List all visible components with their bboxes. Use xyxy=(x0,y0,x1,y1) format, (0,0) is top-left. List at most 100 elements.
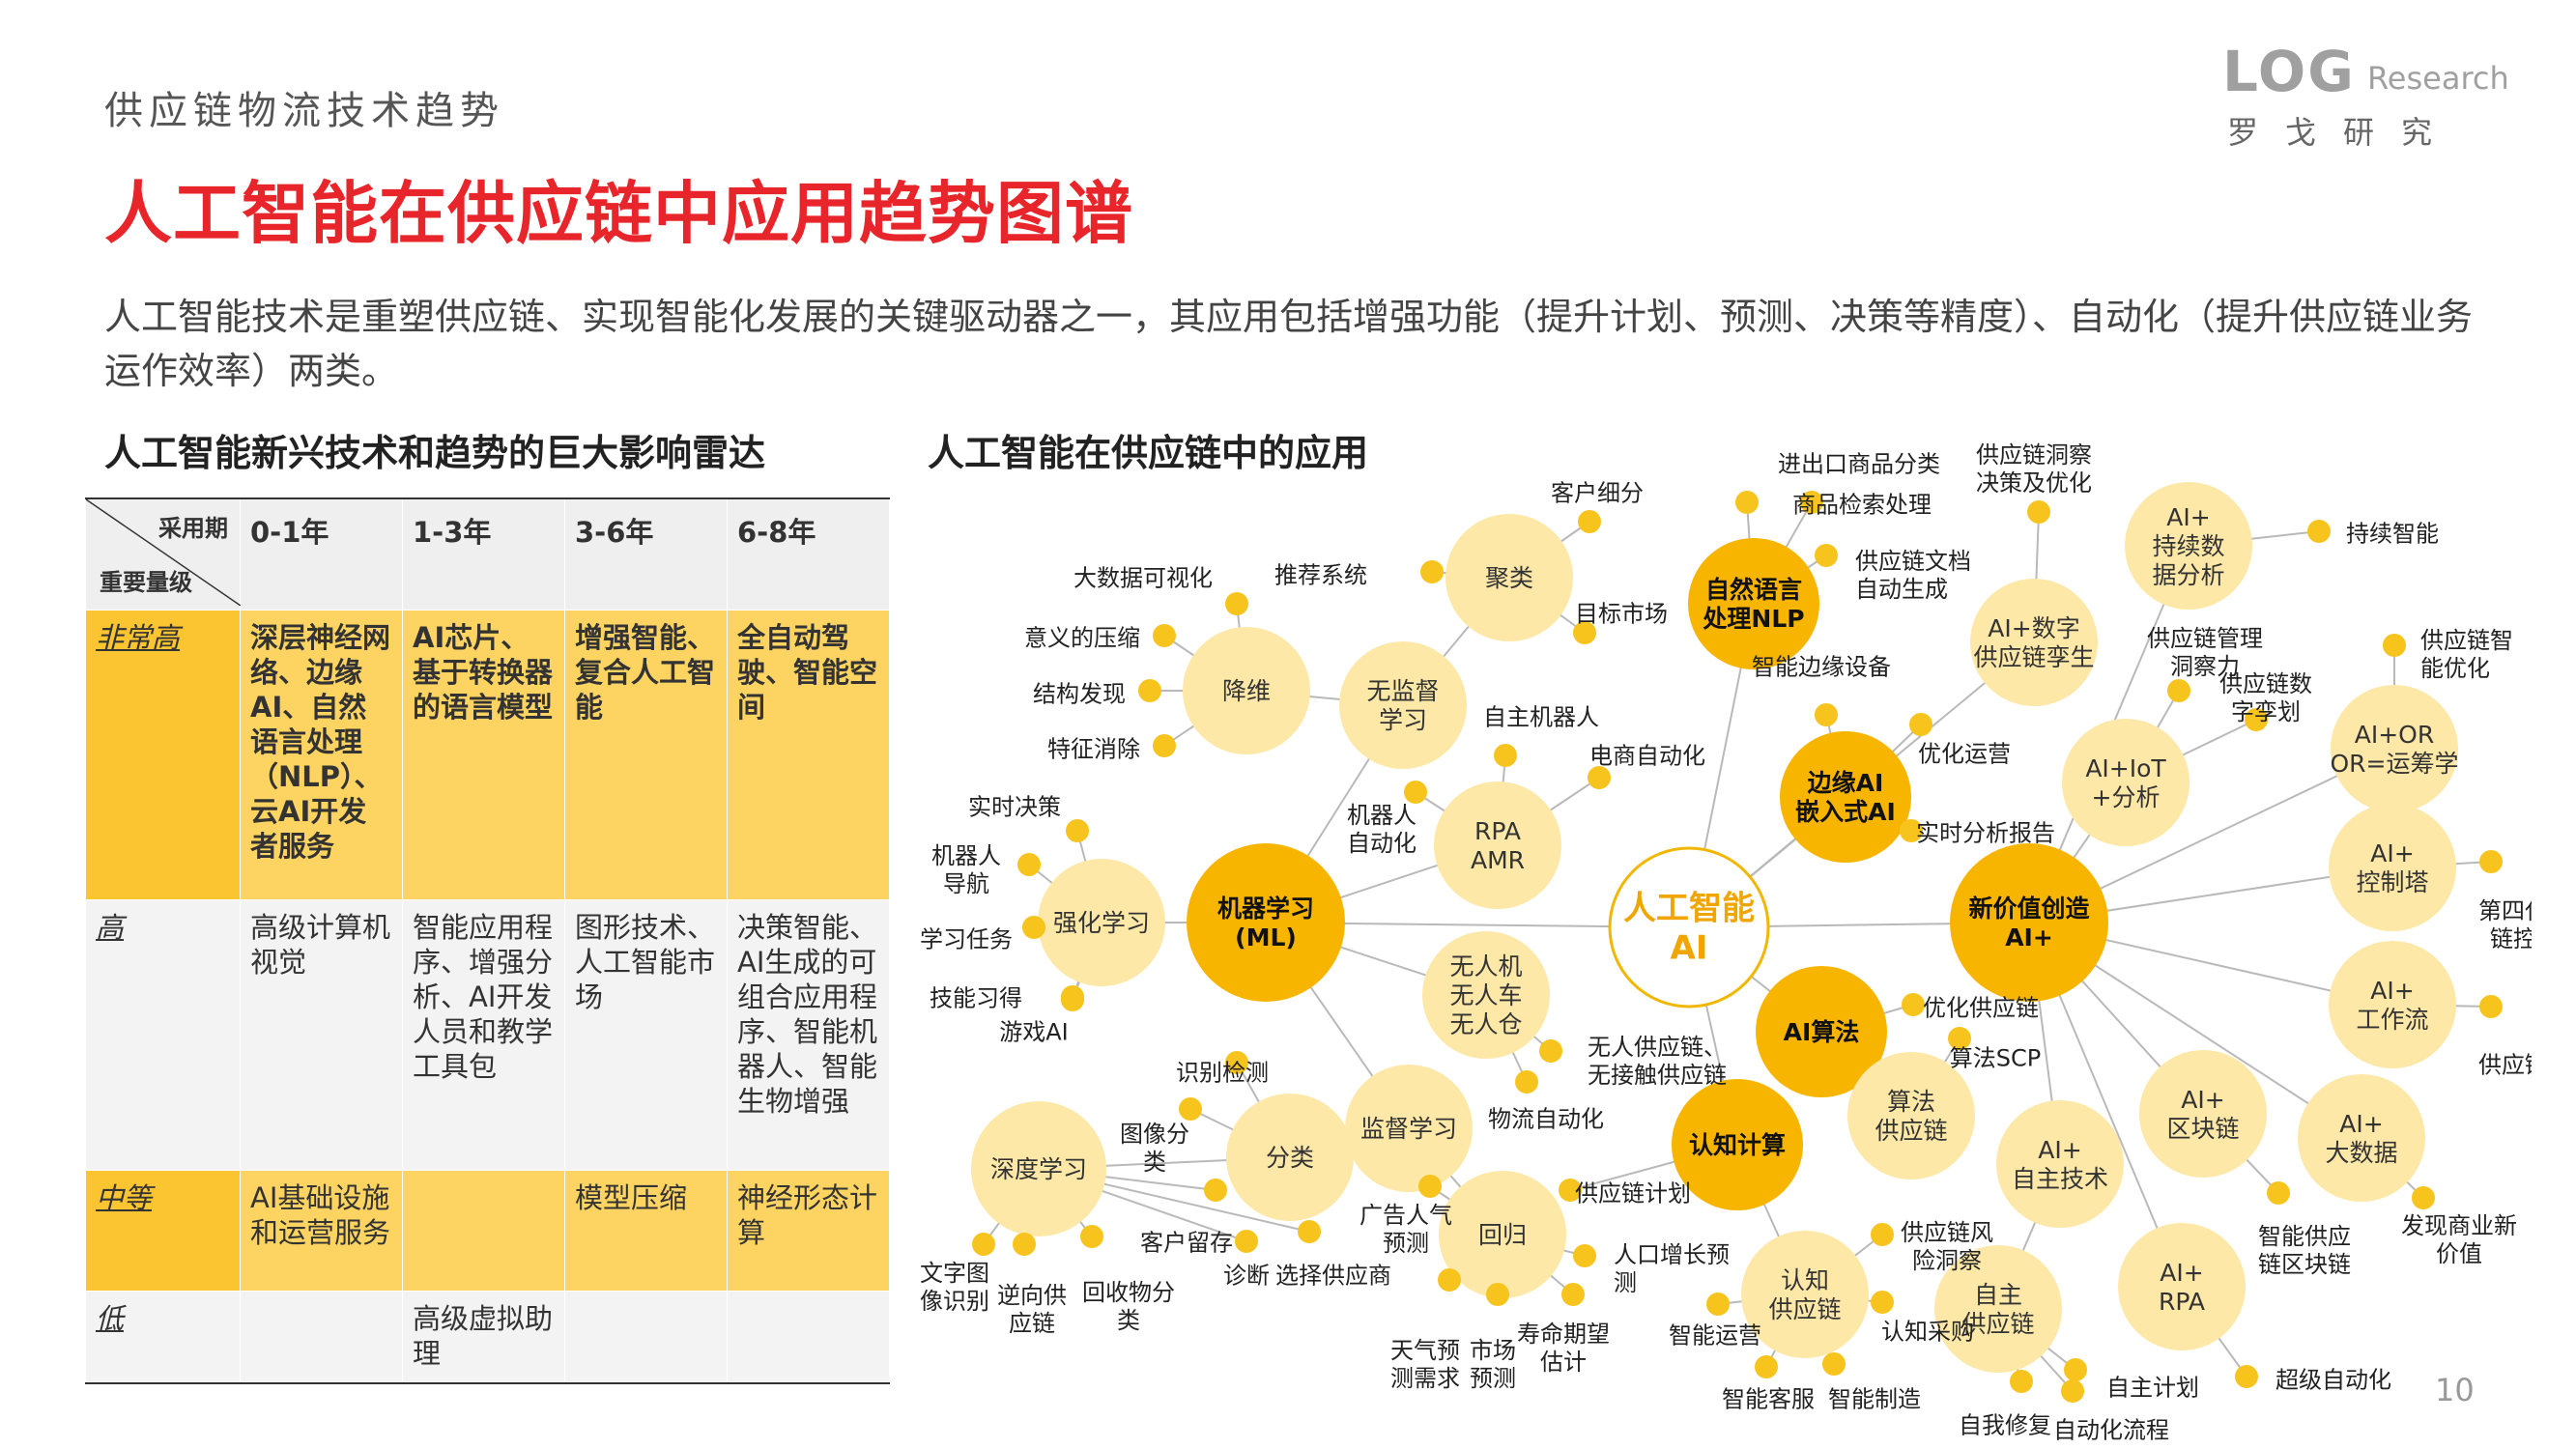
leaf-label: 商品检索处理 xyxy=(1792,491,1932,518)
page-number: 10 xyxy=(2435,1372,2475,1408)
sub-node-label: 聚类 xyxy=(1485,564,1533,592)
leaf-label: 推荐系统 xyxy=(1274,561,1367,588)
leaf-dot xyxy=(1573,621,1596,644)
table-col-header: 0-1年 xyxy=(240,497,403,611)
leaf-dot xyxy=(2235,1365,2258,1388)
leaf-dot xyxy=(1559,1179,1582,1202)
leaf-dot xyxy=(1871,1223,1894,1246)
table-cell: 增强智能、复合人工智能 xyxy=(564,610,728,900)
mindmap-diagram: 人工智能 AI 机器学习(ML) 新价值创造 AI+ 自然语言处理NLP 边缘AI 嵌入式AI… xyxy=(920,441,2532,1443)
leaf-label: 第四代供应链控制塔 xyxy=(2478,897,2532,952)
leaf-dot xyxy=(1138,679,1161,702)
leaf-dot xyxy=(1573,1244,1596,1267)
sub-node xyxy=(1434,781,1561,909)
leaf-dot xyxy=(1735,491,1759,514)
leaf-label: 寿命期望估计 xyxy=(1517,1321,1610,1376)
leaf-dot xyxy=(2061,1379,2084,1403)
leaf-dot xyxy=(1486,1283,1509,1306)
level-cell: 非常高 xyxy=(85,610,241,900)
leaf-dot xyxy=(1153,734,1176,757)
corner-adoption-label: 采用期 xyxy=(158,515,228,542)
center-node-label: 人工智能 AI xyxy=(1623,890,1755,968)
hub-node-label: AI算法 xyxy=(1784,1018,1860,1046)
leaf-label: 技能习得 xyxy=(930,984,1022,1011)
leaf-label: 逆向供应链 xyxy=(997,1282,1067,1337)
table-cell xyxy=(402,1170,565,1292)
sub-node xyxy=(1226,1094,1354,1221)
table-cell: 模型压缩 xyxy=(564,1170,728,1292)
leaf-dot xyxy=(2167,679,2190,702)
radar-table: 采用期 重要量级 0-1年 1-3年 3-6年 6-8年 非常高 深层神经网络、… xyxy=(85,497,890,1384)
leaf-dot xyxy=(1153,624,1176,647)
leaf-dot xyxy=(1539,1039,1562,1063)
hub-node-label: 认知计算 xyxy=(1689,1131,1786,1159)
sub-node-label: AI+区块链 xyxy=(2166,1086,2239,1143)
leaf-dot xyxy=(1578,510,1601,533)
logo-word: LOG xyxy=(2222,39,2356,104)
sub-node xyxy=(2329,941,2456,1068)
leaf-label: 智能客服 xyxy=(1722,1385,1815,1412)
leaf-label: 图像分类 xyxy=(1120,1121,1189,1176)
sub-node-label: AI+工作流 xyxy=(2356,977,2428,1034)
sub-node xyxy=(1439,1171,1566,1298)
hub-node xyxy=(1780,731,1911,863)
leaf-dot xyxy=(1815,703,1838,726)
leaf-label: 进出口商品分类 xyxy=(1778,450,1940,477)
leaf-label: 发现商业新价值 xyxy=(2401,1212,2517,1267)
table-col-header: 6-8年 xyxy=(727,497,890,611)
sub-node xyxy=(1996,1100,2124,1228)
hub-node xyxy=(1950,843,2108,1002)
leaf-label: 优化供应链 xyxy=(1923,994,2039,1021)
hub-node xyxy=(1672,1079,1803,1210)
leaf-dot xyxy=(1418,1175,1442,1198)
leaf-label: 物流自动化 xyxy=(1488,1105,1604,1132)
table-cell: 深层神经网络、边缘AI、自然语言处理（NLP）、云AI开发者服务 xyxy=(240,610,403,900)
leaf-label: 特征消除 xyxy=(1047,735,1140,762)
sub-node-label: AI+大数据 xyxy=(2325,1110,2397,1167)
leaf-label: 无人供应链、无接触供应链 xyxy=(1588,1034,1727,1089)
leaf-dot xyxy=(1909,713,1932,736)
leaf-dot xyxy=(1179,1097,1202,1121)
sub-node-label: AI+IoT +分析 xyxy=(2085,754,2166,811)
leaf-dot xyxy=(1800,491,1823,514)
center-node xyxy=(1608,846,1770,1009)
leaf-dot xyxy=(1588,766,1611,789)
leaf-label: 算法SCP xyxy=(1950,1044,2041,1071)
leaf-label: 智能运营 xyxy=(1669,1321,1761,1349)
table-row: 中等 AI基础设施和运营服务 模型压缩 神经形态计算 xyxy=(85,1170,890,1292)
leaf-label: 学习任务 xyxy=(920,925,1013,952)
sub-node-label: 认知供应链 xyxy=(1768,1266,1841,1323)
sub-node xyxy=(1445,514,1573,641)
leaf-label: 供应链文档自动生成 xyxy=(1855,548,1971,603)
leaf-dot xyxy=(2267,1181,2290,1205)
leaf-dot xyxy=(1225,592,1248,615)
table-cell: 智能应用程序、增强分析、AI开发人员和教学工具包 xyxy=(402,899,565,1171)
sub-node xyxy=(2125,482,2252,610)
table-cell xyxy=(564,1291,728,1383)
table-cell: AI基础设施和运营服务 xyxy=(240,1170,403,1292)
leaf-label: 供应链计划 xyxy=(1575,1179,1691,1207)
sub-node xyxy=(2331,685,2458,812)
sub-node xyxy=(1345,1065,1473,1192)
leaf-label: 回收物分类 xyxy=(1082,1279,1175,1334)
hub-node xyxy=(1187,843,1345,1002)
leaf-label: 客户细分 xyxy=(1551,479,1644,506)
sub-node xyxy=(2062,719,2190,846)
leaf-label: 供应链洞察决策及优化 xyxy=(1976,441,2092,497)
table-header-row: 采用期 重要量级 0-1年 1-3年 3-6年 6-8年 xyxy=(85,497,890,611)
sub-node xyxy=(1970,579,2098,706)
sub-node-label: 回归 xyxy=(1478,1221,1527,1249)
leaf-dot xyxy=(2064,1358,2087,1381)
leaf-label: 诊断 xyxy=(1223,1262,1270,1289)
leaf-dot xyxy=(2383,634,2406,657)
leaf-label: 客户留存 xyxy=(1140,1229,1233,1256)
sub-node-label: 分类 xyxy=(1266,1144,1314,1172)
leaf-dot xyxy=(1298,1220,1321,1243)
sub-node xyxy=(1741,1231,1869,1358)
sub-node xyxy=(1339,641,1467,769)
intro-text: 人工智能技术是重塑供应链、实现智能化发展的关键驱动器之一，其应用包括增强功能（提… xyxy=(104,296,2474,392)
leaf-dot xyxy=(1515,1070,1538,1094)
sub-node xyxy=(1847,1052,1975,1179)
leaf-dot xyxy=(2412,1186,2435,1209)
table-col-header: 1-3年 xyxy=(402,497,565,611)
